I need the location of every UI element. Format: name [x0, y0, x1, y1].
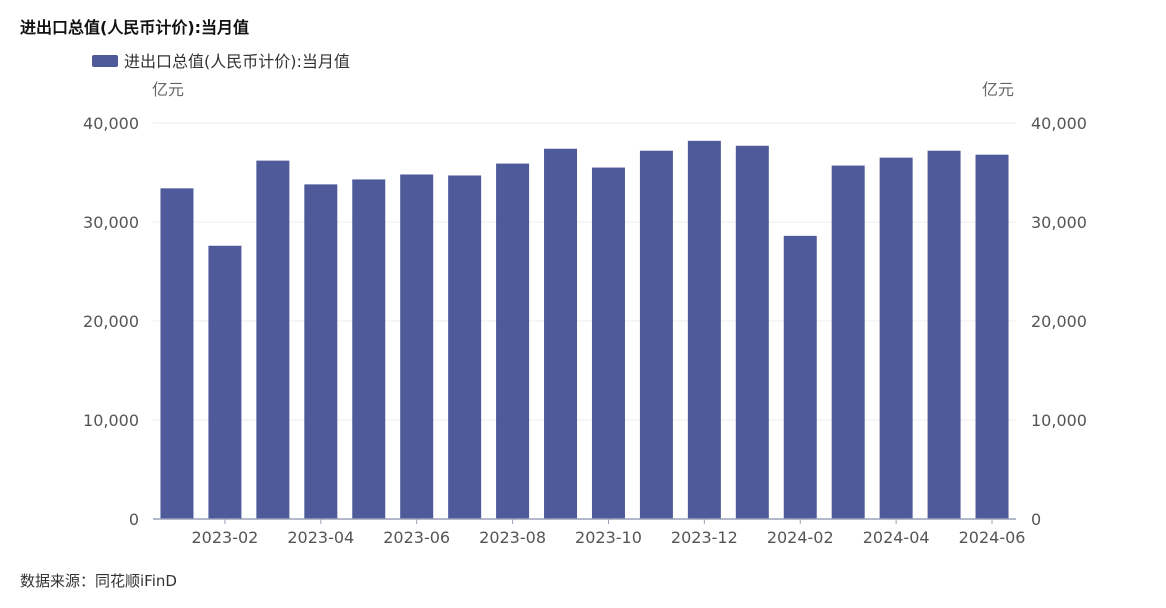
x-tick-label: 2024-02	[767, 528, 834, 547]
bar-chart: 0 0 10,000 10,000 20,000 20,000 30,000 30,000 40…	[83, 52, 1087, 547]
bar-2024-02[interactable]	[783, 235, 817, 520]
y-unit-right: 亿元	[982, 80, 1014, 99]
x-tick-label: 2023-08	[479, 528, 546, 547]
y-tick-label-right: 0	[1031, 510, 1041, 529]
data-source: 数据来源：同花顺iFinD	[20, 572, 177, 590]
bar-2024-01[interactable]	[735, 145, 769, 519]
bars	[160, 140, 1009, 520]
x-tick-label: 2023-04	[287, 528, 354, 547]
y-tick-label-right: 40,000	[1031, 114, 1087, 133]
y-tick-label-left: 30,000	[83, 213, 139, 232]
bar-2024-03[interactable]	[831, 165, 865, 519]
axes	[153, 518, 1016, 524]
y-tick-label-right: 30,000	[1031, 213, 1087, 232]
y-tick-label-left: 20,000	[83, 312, 139, 331]
y-tick-label-left: 40,000	[83, 114, 139, 133]
legend-label: 进出口总值(人民币计价):当月值	[124, 52, 350, 71]
x-tick-label: 2023-02	[191, 528, 258, 547]
bar-2023-04[interactable]	[304, 184, 338, 519]
y-tick-label-left: 10,000	[83, 411, 139, 430]
bar-2023-05[interactable]	[352, 179, 386, 519]
bar-2023-07[interactable]	[448, 175, 482, 519]
bar-2023-06[interactable]	[400, 174, 434, 520]
x-tick-label: 2023-12	[671, 528, 738, 547]
bar-2023-09[interactable]	[544, 148, 578, 520]
x-tick-label: 2024-04	[863, 528, 930, 547]
bar-2024-04[interactable]	[879, 157, 913, 519]
y-tick-label-right: 10,000	[1031, 411, 1087, 430]
x-tick-label: 2023-10	[575, 528, 642, 547]
bar-2024-06[interactable]	[975, 154, 1009, 519]
bar-2023-02[interactable]	[208, 245, 242, 519]
bar-2023-01[interactable]	[160, 188, 194, 519]
bar-2023-03[interactable]	[256, 160, 290, 519]
bar-2024-05[interactable]	[927, 150, 961, 519]
bar-2023-08[interactable]	[496, 163, 530, 519]
legend[interactable]: 进出口总值(人民币计价):当月值	[92, 52, 350, 71]
legend-swatch	[92, 55, 118, 67]
x-tick-label: 2024-06	[959, 528, 1026, 547]
bar-2023-12[interactable]	[687, 140, 721, 519]
y-tick-label-left: 0	[129, 510, 139, 529]
page-title: 进出口总值(人民币计价):当月值	[20, 18, 250, 37]
y-tick-label-right: 20,000	[1031, 312, 1087, 331]
y-unit-left: 亿元	[152, 80, 184, 99]
bar-2023-11[interactable]	[639, 150, 673, 519]
tick-labels: 0 0 10,000 10,000 20,000 20,000 30,000 30,000 40…	[83, 114, 1087, 547]
bar-2023-10[interactable]	[591, 167, 625, 520]
gridlines	[153, 122, 1016, 421]
x-tick-label: 2023-06	[383, 528, 450, 547]
